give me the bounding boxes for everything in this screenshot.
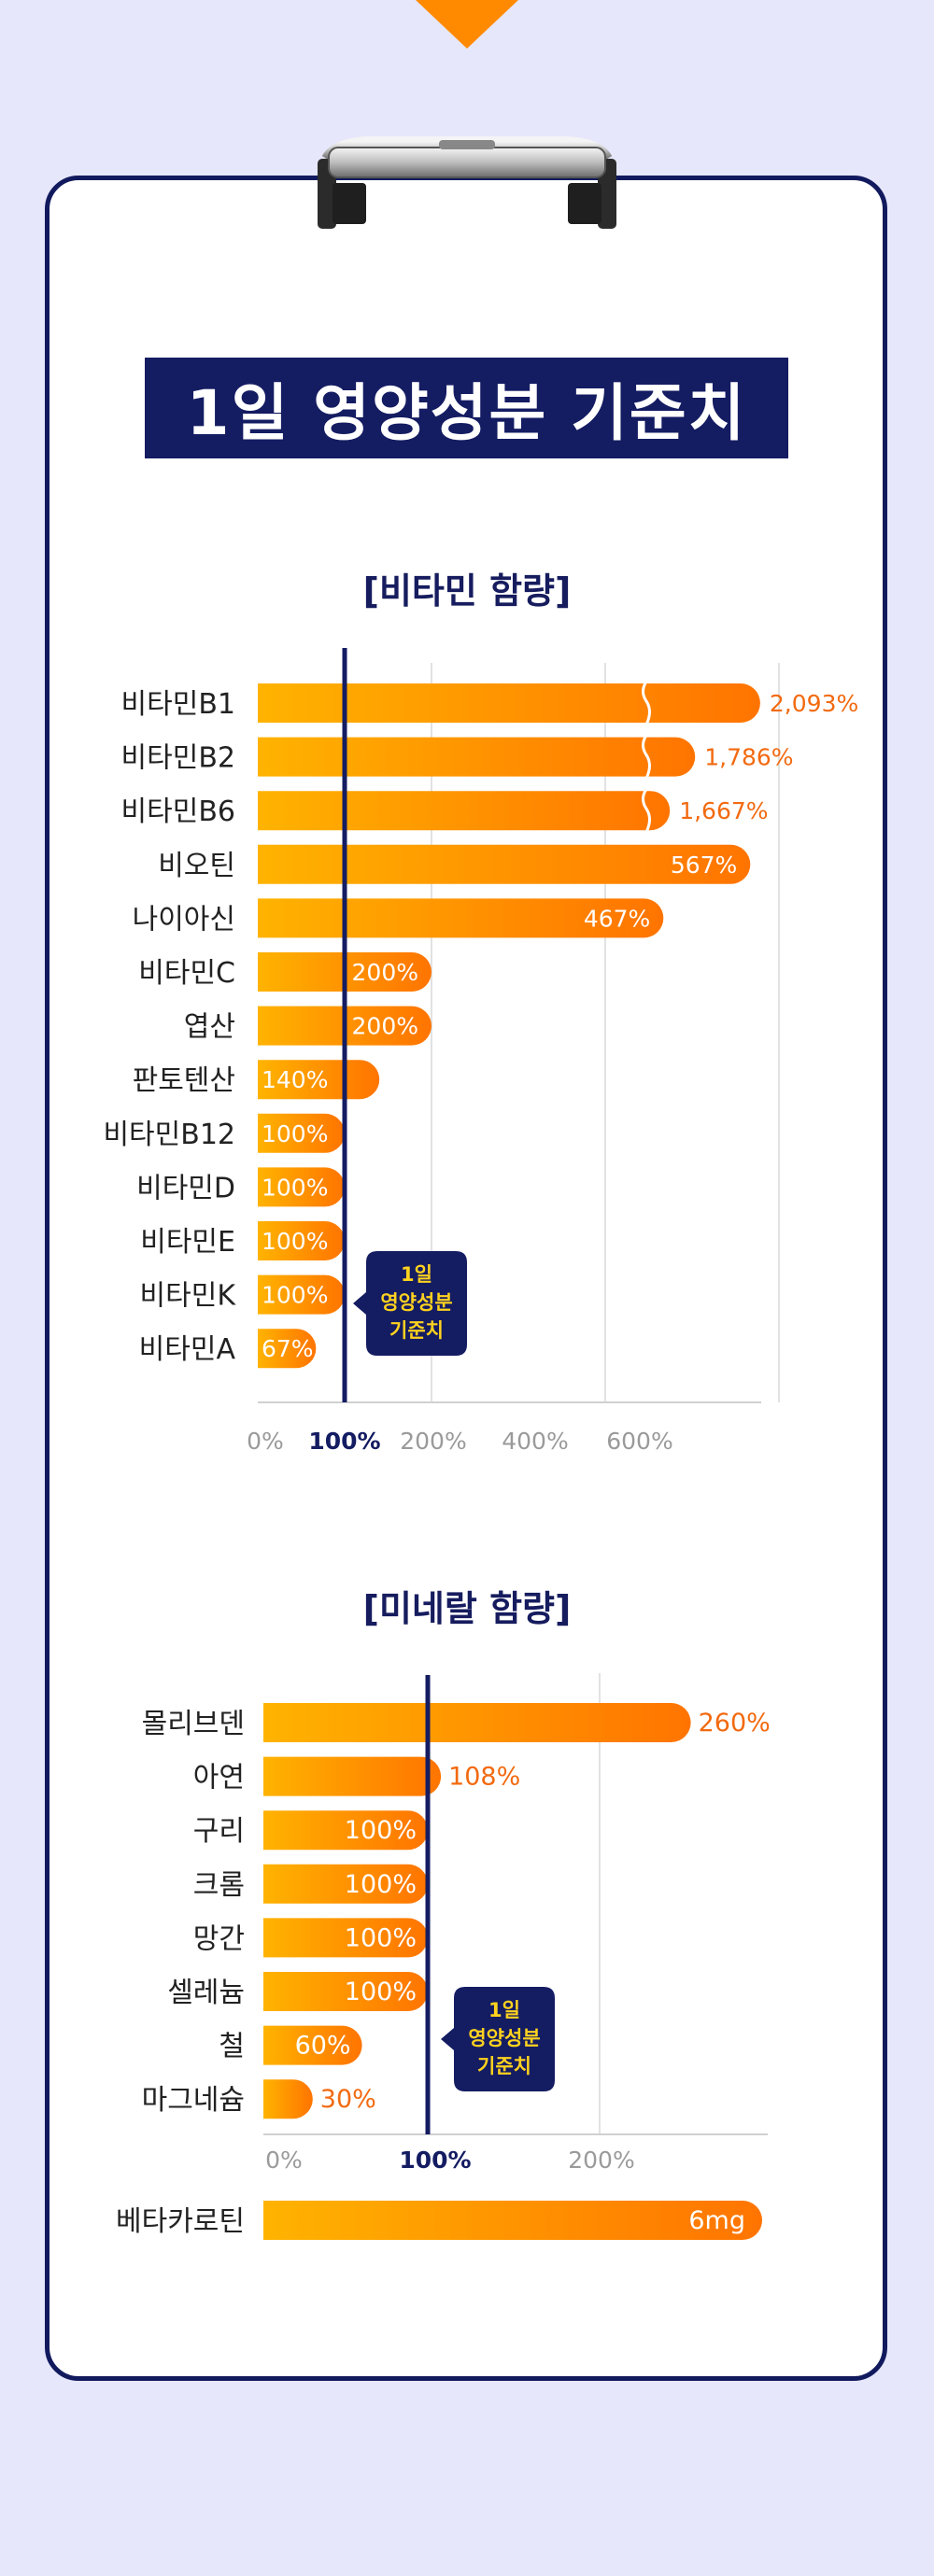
- value-label: 67%: [262, 1335, 314, 1362]
- value-label: 1,786%: [704, 744, 793, 771]
- value-label: 100%: [262, 1282, 328, 1309]
- mineral-section-title: [미네랄 함량]: [362, 1588, 572, 1629]
- value-label: 60%: [295, 2032, 351, 2061]
- x-tick-label: 400%: [502, 1428, 568, 1455]
- bar: [258, 1167, 345, 1207]
- value-label: 2,093%: [770, 690, 858, 717]
- bar: [258, 791, 671, 831]
- bar: [263, 2201, 762, 2240]
- category-label: 철: [219, 2031, 245, 2063]
- category-label: 몰리브덴: [142, 1708, 245, 1740]
- category-label: 비타민B2: [121, 742, 235, 775]
- category-label: 비타민B1: [121, 688, 235, 721]
- value-label: 467%: [584, 905, 650, 932]
- reference-badge-bubble: [353, 1251, 467, 1356]
- reference-badge-bubble: [441, 1987, 555, 2091]
- x-tick-label: 200%: [400, 1428, 466, 1455]
- value-label: 6mg: [688, 2206, 745, 2235]
- category-label: 아연: [193, 1762, 245, 1795]
- category-label: 크롬: [193, 1869, 245, 1902]
- value-label: 100%: [345, 1978, 417, 2006]
- bar: [258, 1221, 345, 1260]
- category-label: 비오틴: [158, 850, 235, 882]
- category-label: 비타민A: [139, 1333, 236, 1366]
- value-label: 260%: [699, 1709, 771, 1738]
- value-label: 108%: [448, 1763, 520, 1792]
- reference-badge-text: 영양성분: [468, 2027, 540, 2049]
- category-label: 베타카로틴: [116, 2205, 245, 2238]
- value-label: 100%: [345, 1816, 417, 1845]
- value-label: 100%: [262, 1228, 328, 1255]
- axis-break-mark: [642, 788, 651, 833]
- value-label: 1,667%: [679, 797, 768, 824]
- reference-badge-text: 영양성분: [380, 1291, 452, 1314]
- category-label: 비타민B12: [103, 1119, 235, 1151]
- bar: [258, 1060, 380, 1100]
- bar: [258, 1274, 345, 1315]
- x-tick-label: 0%: [265, 2147, 303, 2174]
- mineral-chart: 몰리브덴 260% 아연 108% 구리 100% 크롬 100% 망간 100% 셀레늄 100% 철…: [142, 1673, 771, 2174]
- category-label: 비타민D: [136, 1172, 235, 1204]
- vitamin-section-title: [비타민 함량]: [362, 570, 572, 612]
- reference-badge-text: 1일: [401, 1263, 432, 1286]
- category-label: 비타민B6: [121, 795, 235, 828]
- bar: [258, 1113, 345, 1153]
- bar: [263, 2025, 362, 2065]
- category-label: 비타민E: [140, 1226, 235, 1259]
- category-label: 셀레늄: [167, 1977, 245, 2009]
- bar: [258, 844, 751, 884]
- x-tick-label: 200%: [568, 2147, 634, 2174]
- category-label: 나이아신: [133, 903, 235, 936]
- value-label: 100%: [345, 1923, 417, 1952]
- axis-break-mark: [642, 734, 651, 780]
- value-label: 100%: [262, 1120, 328, 1147]
- reference-badge-text: 1일: [488, 1999, 520, 2021]
- bar: [258, 683, 760, 723]
- x-tick-label: 100%: [308, 1428, 380, 1455]
- value-label: 100%: [345, 1870, 417, 1899]
- value-label: 30%: [320, 2085, 376, 2114]
- value-label: 567%: [671, 852, 737, 879]
- category-label: 비타민C: [138, 957, 235, 990]
- reference-badge-text: 기준치: [389, 1319, 444, 1342]
- bar: [263, 2079, 313, 2119]
- reference-badge-text: 기준치: [477, 2055, 531, 2077]
- bar: [263, 1972, 428, 2011]
- value-label: 200%: [352, 1013, 418, 1040]
- category-label: 마그네슘: [142, 2084, 245, 2117]
- bar: [263, 1703, 691, 1742]
- bar: [263, 1918, 428, 1958]
- bar: [263, 1810, 428, 1851]
- clipboard-clip-icon: [318, 136, 616, 229]
- page-title: 1일 영양성분 기준치: [145, 358, 788, 458]
- bar: [258, 1329, 317, 1369]
- bar: [258, 737, 696, 777]
- category-label: 비타민K: [140, 1280, 237, 1313]
- category-label: 판토텐산: [133, 1064, 235, 1097]
- bar: [258, 898, 664, 938]
- vitamin-chart: 비타민B1 2,093% 비타민B2 1,786% 비타민B6 1,667% 비오틴 567%…: [103, 648, 858, 1455]
- beta-carotene-chart: 베타카로틴 6mg: [116, 2201, 762, 2240]
- value-label: 100%: [262, 1174, 328, 1201]
- category-label: 구리: [193, 1815, 245, 1848]
- x-tick-label: 0%: [247, 1428, 284, 1455]
- bar: [263, 1864, 428, 1904]
- axis-break-mark: [642, 681, 651, 725]
- x-tick-label: 100%: [399, 2147, 471, 2174]
- down-arrow-icon: [416, 0, 518, 49]
- bar: [263, 1756, 442, 1796]
- x-tick-label: 600%: [606, 1428, 672, 1455]
- value-label: 200%: [352, 959, 418, 986]
- category-label: 망간: [193, 1922, 245, 1955]
- value-label: 140%: [262, 1066, 328, 1093]
- category-label: 엽산: [184, 1011, 235, 1044]
